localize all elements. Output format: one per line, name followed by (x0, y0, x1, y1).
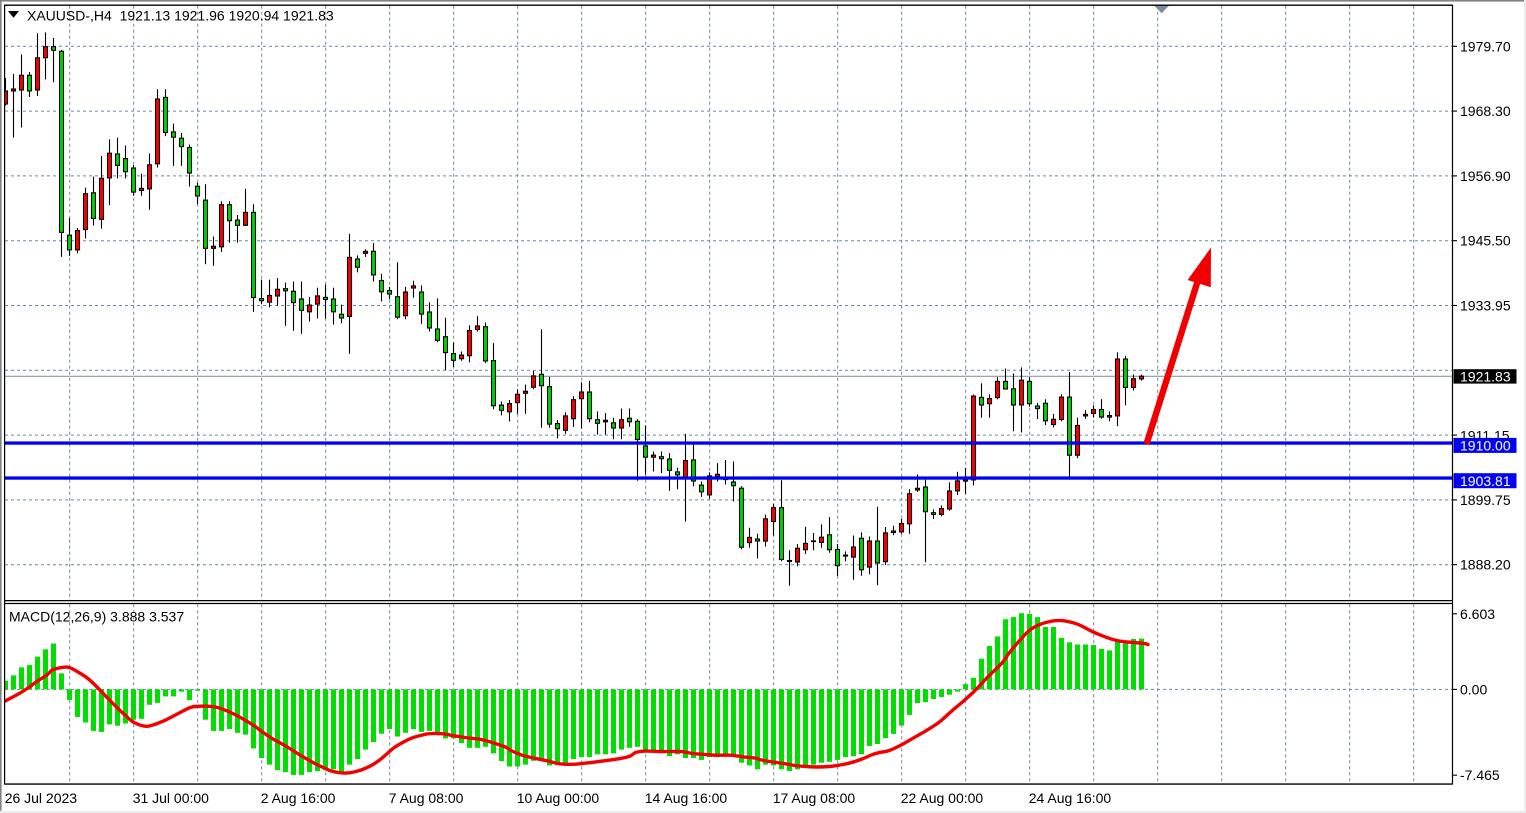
svg-text:1903.81: 1903.81 (1460, 473, 1511, 489)
svg-text:14 Aug 16:00: 14 Aug 16:00 (645, 790, 728, 806)
svg-text:31 Jul 00:00: 31 Jul 00:00 (133, 790, 209, 806)
svg-text:7 Aug 08:00: 7 Aug 08:00 (389, 790, 464, 806)
svg-text:1910.00: 1910.00 (1460, 438, 1511, 454)
svg-text:1888.20: 1888.20 (1460, 557, 1511, 573)
svg-text:1956.90: 1956.90 (1460, 168, 1511, 184)
svg-text:XAUUSD-,H4 1921.13 1921.96 19: XAUUSD-,H4 1921.13 1921.96 1920.94 1921.… (27, 8, 334, 24)
svg-text:24 Aug 16:00: 24 Aug 16:00 (1029, 790, 1112, 806)
svg-text:1979.70: 1979.70 (1460, 38, 1511, 54)
svg-text:10 Aug 00:00: 10 Aug 00:00 (517, 790, 600, 806)
svg-text:17 Aug 08:00: 17 Aug 08:00 (773, 790, 856, 806)
svg-text:0.00: 0.00 (1460, 681, 1487, 697)
svg-text:2 Aug 16:00: 2 Aug 16:00 (261, 790, 336, 806)
svg-text:MACD(12,26,9) 3.888 3.537: MACD(12,26,9) 3.888 3.537 (9, 609, 184, 625)
svg-text:1921.83: 1921.83 (1460, 368, 1511, 384)
svg-text:22 Aug 00:00: 22 Aug 00:00 (901, 790, 984, 806)
svg-text:6.603: 6.603 (1460, 606, 1495, 622)
svg-text:1899.75: 1899.75 (1460, 492, 1511, 508)
svg-text:1968.30: 1968.30 (1460, 103, 1511, 119)
svg-text:1933.95: 1933.95 (1460, 298, 1511, 314)
svg-text:-7.465: -7.465 (1460, 767, 1500, 783)
svg-text:26 Jul 2023: 26 Jul 2023 (5, 790, 78, 806)
svg-text:1945.50: 1945.50 (1460, 233, 1511, 249)
